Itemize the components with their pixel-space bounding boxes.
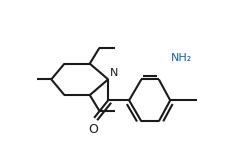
Text: NH₂: NH₂: [171, 53, 192, 63]
Text: O: O: [88, 123, 98, 136]
Text: N: N: [110, 68, 118, 78]
